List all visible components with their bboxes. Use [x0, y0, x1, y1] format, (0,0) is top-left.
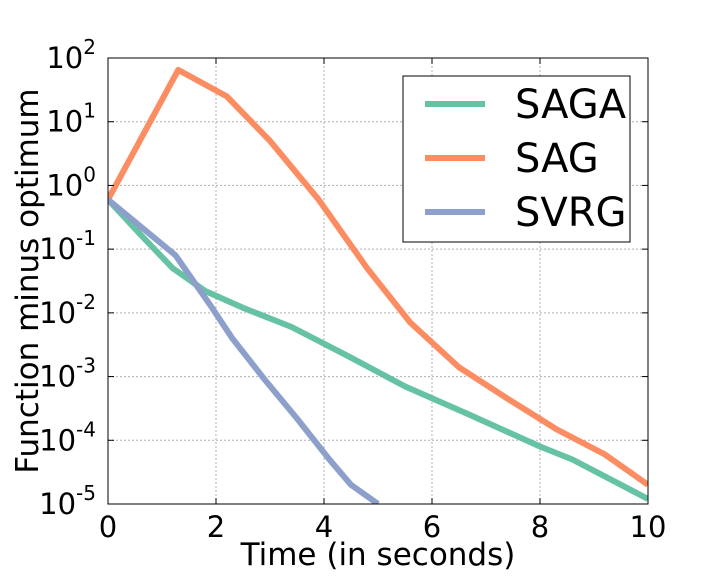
x-tick-label: 10	[630, 510, 667, 544]
series-line-saga	[108, 197, 648, 502]
x-tick-label: 0	[99, 510, 117, 544]
x-tick-label: 6	[423, 510, 441, 544]
x-tick-label: 4	[315, 510, 333, 544]
y-tick-label: 102	[46, 35, 96, 75]
x-tick-label: 8	[531, 510, 549, 544]
legend-label-svrg: SVRG	[515, 190, 627, 236]
series-line-svrg	[108, 197, 380, 504]
y-tick-label: 10-1	[39, 226, 96, 266]
y-tick-label: 10-3	[39, 354, 96, 394]
y-tick-label: 10-5	[39, 481, 96, 521]
axis-ticks: 0 2 4 6 8 10 102 101 100 10-1 10-2 10-3 10-4 10-5	[39, 35, 666, 544]
legend-label-saga: SAGA	[515, 82, 627, 128]
x-tick-label: 2	[207, 510, 225, 544]
y-tick-label: 10-2	[39, 290, 96, 330]
legend-label-sag: SAG	[515, 136, 599, 182]
y-axis-title: Function minus optimum	[10, 88, 46, 473]
y-tick-label: 10-4	[39, 417, 96, 457]
y-tick-label: 100	[46, 162, 96, 202]
legend: SAGA SAG SVRG	[402, 75, 631, 243]
series-lines	[108, 66, 648, 504]
x-axis-title: Time (in seconds)	[240, 537, 516, 573]
series-line-sag	[108, 66, 648, 488]
plot-area-frame	[107, 57, 649, 505]
y-tick-label: 101	[46, 99, 96, 139]
